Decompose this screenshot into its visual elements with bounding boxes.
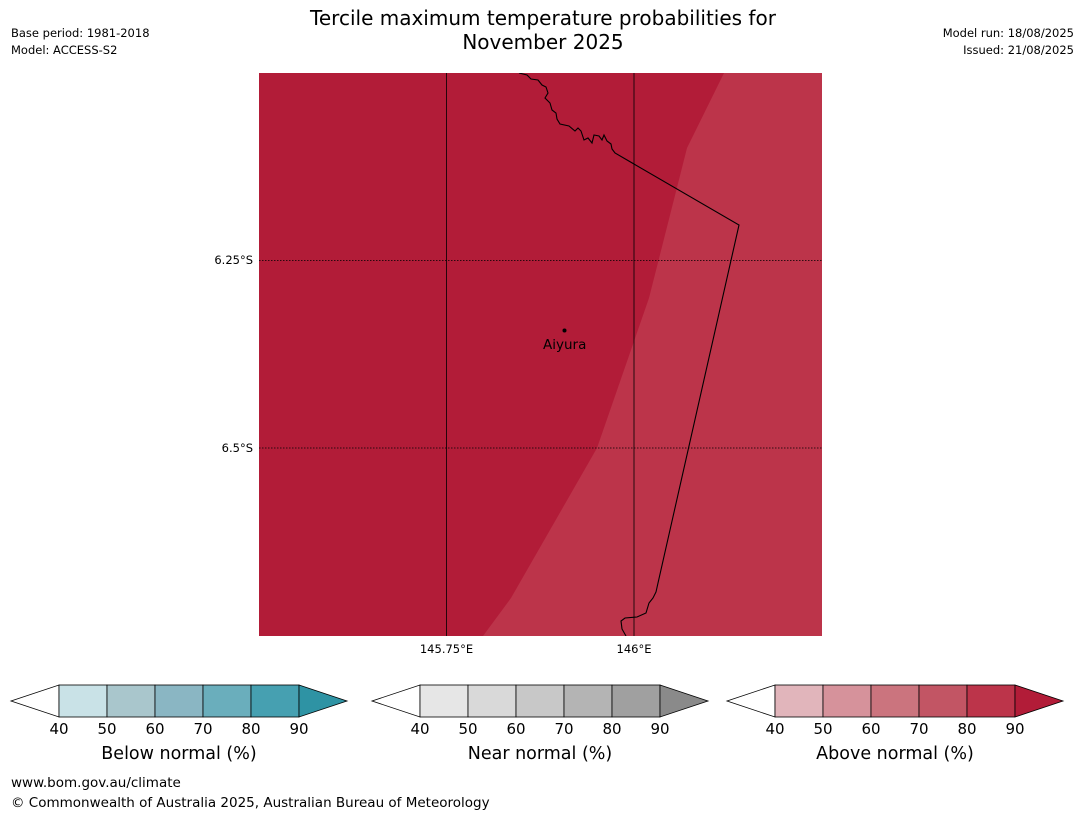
colorbar-segment [563,684,613,718]
colorbar-segment [870,684,920,718]
issued-text: Issued: 21/08/2025 [963,43,1074,57]
colorbar-below-normal-label: Below normal (%) [101,744,257,764]
colorbar-extend-high [298,684,349,718]
model-text: Model: ACCESS-S2 [11,43,118,57]
probability-region-light [483,73,822,636]
colorbar-tick-label: 80 [957,720,977,738]
footer-url: www.bom.gov.au/climate [11,775,181,791]
colorbar-near-normal [370,684,710,718]
metadata-right: Model run: 18/08/2025 Issued: 21/08/2025 [943,25,1074,59]
colorbar-extend-low [725,684,776,718]
longitude-label-146: 146°E [616,642,652,656]
colorbar-extend-low [9,684,60,718]
colorbar-segment [250,684,300,718]
colorbar-segment [58,684,108,718]
colorbar-segment [154,684,204,718]
latitude-label-6-25: 6.25°S [214,253,253,267]
colorbar-extend-high [659,684,710,718]
colorbar-segment [202,684,252,718]
colorbar-tick-label: 40 [765,720,785,738]
colorbar-tick-label: 40 [49,720,69,738]
colorbar-tick-label: 80 [241,720,261,738]
colorbar-tick-label: 90 [289,720,309,738]
colorbar-tick-label: 60 [506,720,526,738]
colorbar-tick-label: 90 [650,720,670,738]
colorbar-above-normal [725,684,1065,718]
probability-map [259,73,822,636]
footer-copyright: © Commonwealth of Australia 2025, Austra… [11,795,490,811]
colorbar-near-normal-label: Near normal (%) [467,744,613,764]
metadata-left: Base period: 1981-2018 Model: ACCESS-S2 [11,25,150,59]
colorbar-tick-label: 70 [909,720,929,738]
colorbar-segment [774,684,824,718]
colorbar-tick-label: 90 [1005,720,1025,738]
colorbar-segment [611,684,661,718]
colorbar-extend-high [1014,684,1065,718]
colorbar-tick-label: 70 [554,720,574,738]
base-period-text: Base period: 1981-2018 [11,26,150,40]
map-title: Tercile maximum temperature probabilitie… [243,6,843,54]
colorbar-segment [918,684,968,718]
colorbar-segment [966,684,1016,718]
colorbar-extend-low [370,684,421,718]
colorbar-tick-label: 80 [602,720,622,738]
latitude-label-6-5: 6.5°S [221,441,253,455]
colorbar-tick-label: 50 [458,720,478,738]
colorbar-tick-label: 50 [813,720,833,738]
colorbar-tick-label: 50 [97,720,117,738]
colorbar-tick-label: 60 [145,720,165,738]
title-line-1: Tercile maximum temperature probabilitie… [310,6,776,30]
colorbar-tick-label: 40 [410,720,430,738]
colorbar-segment [467,684,517,718]
title-line-2: November 2025 [462,30,624,54]
colorbar-segment [419,684,469,718]
longitude-label-145-75: 145.75°E [419,642,474,656]
aiyura-marker [562,328,567,333]
province-border [518,73,740,636]
colorbar-tick-label: 60 [861,720,881,738]
colorbar-above-normal-label: Above normal (%) [816,744,974,764]
model-run-text: Model run: 18/08/2025 [942,26,1074,40]
colorbar-segment [515,684,565,718]
colorbar-below-normal [9,684,349,718]
colorbar-segment [106,684,156,718]
place-label-aiyura: Aiyura [543,337,587,353]
colorbar-segment [822,684,872,718]
colorbar-tick-label: 70 [193,720,213,738]
